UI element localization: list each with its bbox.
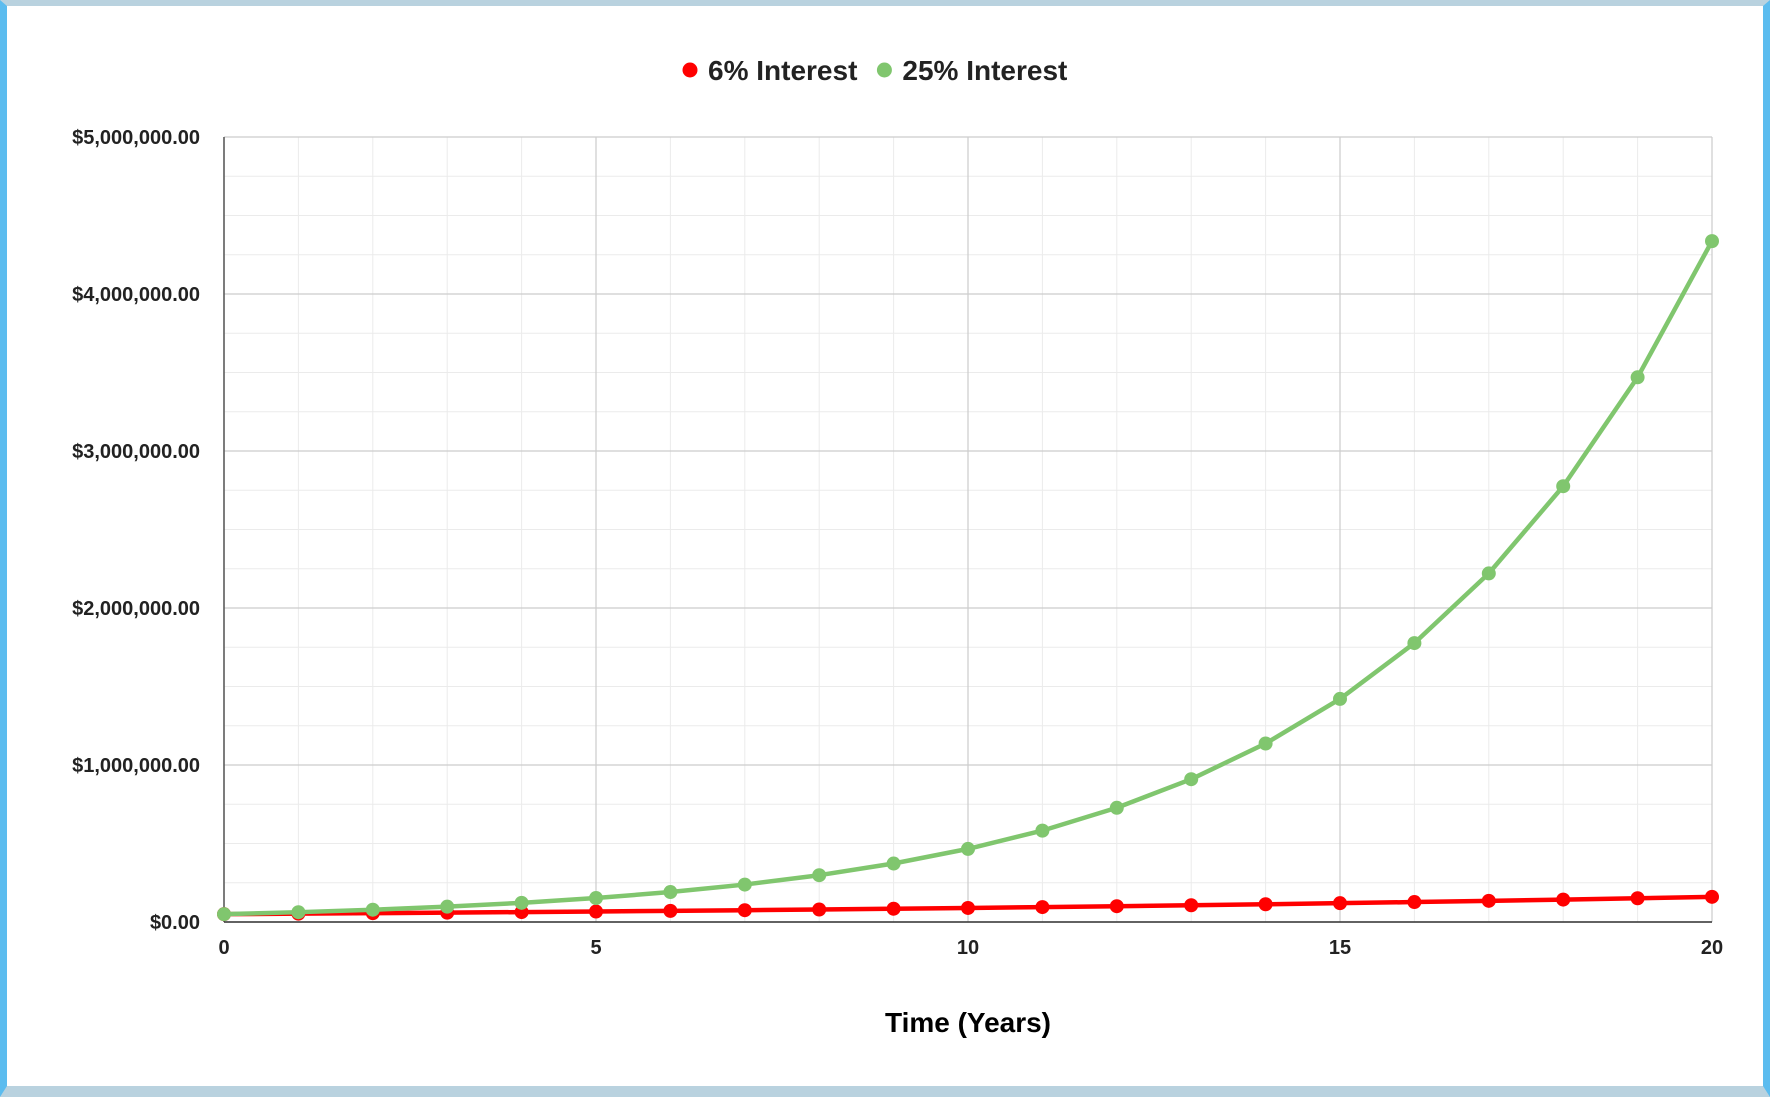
x-tick-label: 10 — [957, 937, 979, 959]
data-point — [1705, 234, 1719, 249]
data-point — [291, 905, 306, 920]
data-point — [365, 902, 380, 917]
data-point — [961, 900, 975, 915]
y-tick-label: $4,000,000.00 — [72, 284, 200, 306]
data-point — [217, 907, 231, 922]
x-tick-label: 5 — [590, 937, 601, 959]
data-point — [589, 904, 603, 919]
x-tick-label: 0 — [218, 937, 229, 959]
data-point — [1481, 566, 1496, 581]
data-point — [1258, 897, 1273, 912]
data-point — [1333, 691, 1347, 706]
data-point — [1407, 895, 1422, 910]
y-tick-label: $2,000,000.00 — [72, 598, 200, 620]
x-tick-label: 20 — [1701, 937, 1723, 959]
data-point — [812, 868, 827, 883]
data-point — [886, 856, 901, 871]
y-tick-labels: $0.00 $1,000,000.00 $2,000,000.00 $3,000,00… — [72, 127, 200, 934]
series-2 — [217, 234, 1719, 922]
data-point — [1481, 893, 1496, 908]
data-point — [1258, 736, 1273, 751]
data-point — [1556, 479, 1571, 494]
y-tick-label: $0.00 — [150, 912, 200, 934]
series-layer — [217, 234, 1719, 922]
data-point — [1109, 800, 1124, 815]
legend-label: 25% Interest — [902, 55, 1067, 86]
data-point — [1109, 899, 1124, 914]
data-point — [737, 903, 752, 918]
y-tick-label: $3,000,000.00 — [72, 441, 200, 463]
data-point — [886, 901, 901, 916]
legend-marker — [682, 62, 698, 78]
data-point — [440, 899, 455, 914]
series-1 — [217, 889, 1719, 922]
data-point — [1705, 889, 1719, 904]
data-point — [1556, 892, 1571, 907]
legend-marker — [876, 62, 892, 78]
data-point — [1630, 370, 1645, 385]
data-point — [1035, 900, 1050, 915]
x-axis-title: Time (Years) — [885, 1007, 1051, 1038]
y-tick-label: $1,000,000.00 — [72, 755, 200, 777]
data-point — [812, 902, 827, 917]
data-point — [1035, 823, 1050, 838]
data-point — [737, 877, 752, 892]
data-point — [1333, 896, 1347, 911]
data-point — [663, 903, 678, 918]
data-point — [514, 895, 529, 910]
legend: 6% Interest 25% Interest — [682, 55, 1067, 86]
data-point — [1184, 772, 1199, 787]
x-tick-label: 15 — [1329, 937, 1351, 959]
data-point — [663, 885, 678, 900]
x-tick-labels: 0 5 10 15 20 — [218, 937, 1723, 959]
data-point — [1407, 636, 1422, 651]
data-point — [589, 891, 603, 906]
data-point — [961, 841, 975, 856]
y-tick-label: $5,000,000.00 — [72, 127, 200, 149]
data-point — [1184, 898, 1199, 913]
legend-label: 6% Interest — [708, 55, 857, 86]
data-point — [1630, 891, 1645, 906]
